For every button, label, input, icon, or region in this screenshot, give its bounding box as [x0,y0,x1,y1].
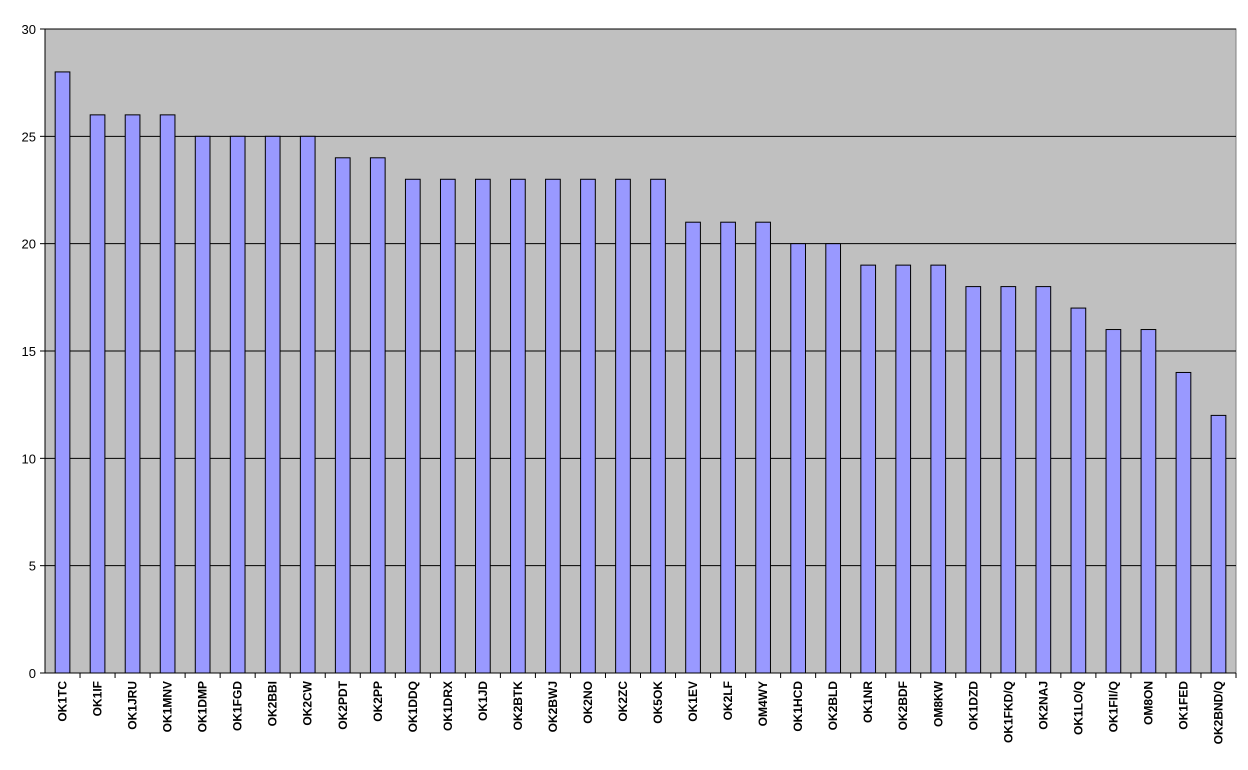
y-tick-label: 30 [22,22,36,37]
x-tick-label: OK2NO [581,681,595,724]
x-axis-tick-labels: OK1TC OK1IF OK1JRU OK1MNV OK1DMP OK1FGD OK2BBI… [56,673,1237,744]
x-tick-label: OK1FII/Q [1106,681,1120,732]
bar-ok2bnd-q [1210,414,1227,674]
x-tick-label: OK1FED [1176,681,1190,730]
x-tick-label: OK1NR [861,681,875,723]
x-tick-label: OK2LF [721,681,735,720]
bar-ok1mnv [159,114,176,674]
x-tick-label: OK1IF [91,681,105,716]
x-tick-label: OM8ON [1141,681,1155,725]
bar-ok5ok [650,178,666,674]
x-tick-label: OM4WY [756,681,770,726]
x-tick-label: OK2PP [371,681,385,722]
x-tick-label: OK2ZC [616,681,630,722]
bar-ok2bld [825,243,842,674]
x-tick-label: OK2PDT [336,680,350,729]
bar-ok2btk [510,178,526,674]
bar-ok2naj [1035,286,1052,674]
x-tick-label: OK1FKD/Q [1001,681,1015,743]
bar-ok2pp [369,157,386,674]
bar-ok1drx [439,178,456,674]
x-tick-label: OK1DZD [966,681,980,731]
bar-om8kw [930,264,947,674]
x-tick-label: OK2BDF [896,681,910,730]
bar-ok1dzd [965,286,982,674]
bar-ok2bdf [895,264,912,674]
bar-ok1if [89,114,106,674]
x-tick-label: OK2NAJ [1036,681,1050,730]
x-tick-label: OK1JD [476,681,490,721]
x-tick-label: OK1DMP [196,681,210,732]
x-tick-label: OK2BTK [511,681,525,731]
bar-ok1fkd-q [1000,286,1017,674]
x-tick-label: OK2BND/Q [1211,681,1225,744]
x-tick-label: OK1HCD [791,681,805,732]
bar-ok1jru [124,114,141,674]
y-tick-label: 25 [22,129,36,144]
y-tick-label: 15 [22,344,36,359]
bar-ok1fgd [229,135,246,674]
bar-ok2bbi [264,135,281,674]
bar-ok1nr [860,264,877,674]
bar-ok2cw [299,135,316,674]
x-tick-label: OK2CW [301,680,315,725]
y-axis-tick-labels: 0 5 10 15 20 25 30 [22,22,45,681]
y-tick-label: 5 [29,559,36,574]
bar-ok2no [580,178,596,674]
x-tick-label: OK2BLD [826,681,840,731]
x-tick-label: OK1TC [56,681,70,722]
x-tick-label: OK5OK [651,681,665,724]
x-tick-label: OK1JRU [126,681,140,730]
bar-ok1dmp [194,135,211,674]
bar-ok2lf [720,221,736,674]
bar-ok2bwj [545,178,561,674]
bar-om4wy [755,221,771,674]
bar-ok1hcd [790,243,806,674]
x-tick-label: OK1FGD [231,681,245,731]
bar-ok2pdt [334,157,351,674]
bar-ok1fed [1175,371,1192,674]
x-tick-label: OK2BBI [266,681,280,726]
bar-ok1tc [54,71,71,674]
bar-ok1ddq [404,178,421,674]
y-tick-label: 10 [22,451,36,466]
x-tick-label: OK1MNV [161,681,175,732]
bar-ok1lo-q [1070,307,1087,674]
bar-series [54,71,1227,674]
bar-ok1ev [685,221,701,674]
y-tick-label: 20 [22,237,36,252]
x-tick-label: OK1DRX [441,681,455,731]
x-tick-label: OK1DDQ [406,681,420,732]
x-tick-label: OK1LO/Q [1071,681,1085,735]
bar-ok1jd [475,178,491,674]
bar-om8on [1140,329,1157,674]
x-tick-label: OK1EV [686,681,700,722]
bar-ok2zc [615,178,631,674]
x-tick-label: OK2BWJ [546,681,560,732]
y-tick-label: 0 [29,666,36,681]
bar-ok1fii-q [1105,329,1122,674]
x-tick-label: OM8KW [931,680,945,727]
